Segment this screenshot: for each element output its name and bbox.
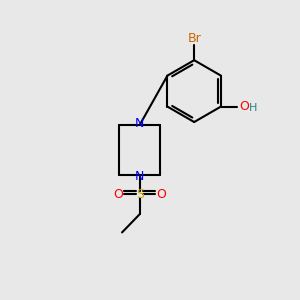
- Text: O: O: [114, 188, 123, 201]
- Text: O: O: [239, 100, 249, 113]
- Text: Br: Br: [187, 32, 201, 46]
- Text: H: H: [249, 103, 257, 113]
- Text: N: N: [135, 117, 144, 130]
- Text: N: N: [135, 170, 144, 183]
- Text: O: O: [156, 188, 166, 201]
- Text: S: S: [136, 188, 144, 201]
